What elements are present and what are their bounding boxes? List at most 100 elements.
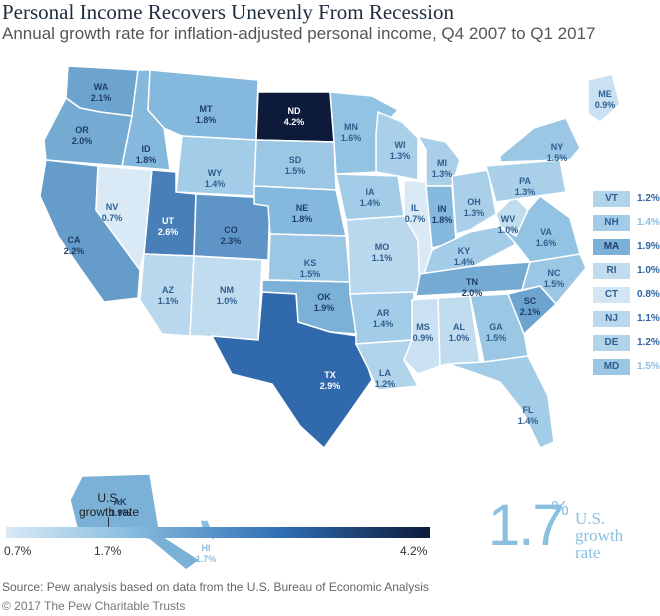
state-abbr-ny: NY <box>551 142 564 152</box>
state-value-wa: 2.1% <box>91 93 112 103</box>
state-value-mi: 1.3% <box>432 169 453 179</box>
state-abbr-ks: KS <box>304 258 317 268</box>
legend-min-label: 0.7% <box>4 544 32 558</box>
us-rate-label: U.S. growth rate <box>575 509 624 562</box>
state-shape-pa <box>485 159 567 203</box>
state-abbr-wv: WV <box>501 214 516 224</box>
state-abbr-ms: MS <box>416 322 430 332</box>
state-abbr-al: AL <box>453 322 465 332</box>
side-state-de: DE <box>593 335 630 351</box>
state-abbr-mi: MI <box>437 158 447 168</box>
copyright-note: © 2017 The Pew Charitable Trusts <box>2 599 186 613</box>
side-state-value-nj: 1.1% <box>637 313 660 324</box>
side-state-nj: NJ <box>593 311 630 327</box>
side-state-md: MD <box>593 359 630 375</box>
state-value-il: 0.7% <box>405 214 426 224</box>
state-abbr-nc: NC <box>548 268 561 278</box>
legend-us-marker-tick <box>108 517 109 531</box>
state-shape-ny <box>499 117 581 163</box>
state-shape-ar <box>349 291 415 345</box>
state-shape-tx <box>210 291 373 450</box>
state-abbr-az: AZ <box>162 285 174 295</box>
us-rate-value: 1.7 <box>488 493 565 558</box>
state-value-wi: 1.3% <box>390 151 411 161</box>
state-abbr-mo: MO <box>375 242 390 252</box>
state-value-az: 1.1% <box>158 296 179 306</box>
state-value-ny: 1.5% <box>547 153 568 163</box>
side-state-value-ri: 1.0% <box>637 265 660 276</box>
state-abbr-ca: CA <box>68 235 81 245</box>
state-abbr-nm: NM <box>220 285 234 295</box>
state-abbr-tx: TX <box>324 370 336 380</box>
state-shape-az <box>139 253 195 337</box>
state-value-ky: 1.4% <box>454 257 475 267</box>
state-value-or: 2.0% <box>72 136 93 146</box>
legend-us-marker-label: U.S. growth rate <box>78 491 140 519</box>
state-shape-co <box>193 193 271 261</box>
state-value-co: 2.3% <box>221 236 242 246</box>
state-value-wy: 1.4% <box>205 179 226 189</box>
state-abbr-in: IN <box>438 204 447 214</box>
state-abbr-sd: SD <box>289 155 302 165</box>
side-state-value-de: 1.2% <box>637 337 660 348</box>
state-abbr-ky: KY <box>458 246 471 256</box>
map-title: Personal Income Recovers Unevenly From R… <box>2 0 454 24</box>
state-abbr-pa: PA <box>519 176 531 186</box>
state-abbr-sc: SC <box>524 296 537 306</box>
state-abbr-wy: WY <box>208 168 223 178</box>
state-value-al: 1.0% <box>449 333 470 343</box>
state-abbr-mt: MT <box>200 104 213 114</box>
side-state-value-ma: 1.9% <box>637 241 660 252</box>
state-value-ar: 1.4% <box>373 319 394 329</box>
state-abbr-hi: HI <box>202 543 211 553</box>
state-abbr-or: OR <box>75 125 89 135</box>
state-value-ok: 1.9% <box>314 303 335 313</box>
side-state-ma: MA <box>593 239 630 255</box>
source-note: Source: Pew analysis based on data from … <box>2 580 429 594</box>
side-state-value-md: 1.5% <box>637 361 660 372</box>
state-value-la: 1.2% <box>375 379 396 389</box>
state-abbr-va: VA <box>540 227 552 237</box>
state-value-sc: 2.1% <box>520 307 541 317</box>
side-state-value-ct: 0.8% <box>637 289 660 300</box>
legend-max-label: 4.2% <box>400 544 428 558</box>
state-abbr-me: ME <box>598 89 612 99</box>
state-value-mo: 1.1% <box>372 253 393 263</box>
state-shape-fl <box>447 355 555 449</box>
state-value-in: 1.8% <box>432 215 453 225</box>
state-abbr-id: ID <box>142 144 152 154</box>
legend-mid-label: 1.7% <box>94 544 122 558</box>
state-abbr-ne: NE <box>296 203 309 213</box>
state-value-tn: 2.0% <box>462 288 483 298</box>
state-value-nd: 4.2% <box>284 117 305 127</box>
state-shape-ia <box>335 173 405 221</box>
state-value-ca: 2.2% <box>64 246 85 256</box>
state-abbr-tn: TN <box>466 277 478 287</box>
state-value-nm: 1.0% <box>217 296 238 306</box>
state-value-sd: 1.5% <box>285 166 306 176</box>
state-shape-oh <box>451 169 497 235</box>
side-state-vt: VT <box>593 191 630 207</box>
state-value-ms: 0.9% <box>413 333 434 343</box>
state-abbr-il: IL <box>411 203 420 213</box>
state-value-ks: 1.5% <box>300 269 321 279</box>
state-value-ut: 2.6% <box>158 227 179 237</box>
state-value-tx: 2.9% <box>320 381 341 391</box>
state-value-hi: 1.7% <box>196 554 217 564</box>
state-abbr-wi: WI <box>395 140 406 150</box>
state-value-oh: 1.3% <box>464 208 485 218</box>
state-value-ga: 1.5% <box>486 333 507 343</box>
state-abbr-la: LA <box>379 368 391 378</box>
state-abbr-ga: GA <box>489 322 503 332</box>
state-abbr-nd: ND <box>288 106 301 116</box>
state-shape-wi <box>375 110 419 181</box>
state-value-nc: 1.5% <box>544 279 565 289</box>
state-value-pa: 1.3% <box>515 187 536 197</box>
state-abbr-wa: WA <box>94 82 109 92</box>
state-value-va: 1.6% <box>536 238 557 248</box>
state-shape-ak <box>69 473 202 571</box>
side-state-nh: NH <box>593 215 630 231</box>
state-shape-va <box>498 194 581 263</box>
state-value-nv: 0.7% <box>102 213 123 223</box>
state-abbr-fl: FL <box>523 405 534 415</box>
